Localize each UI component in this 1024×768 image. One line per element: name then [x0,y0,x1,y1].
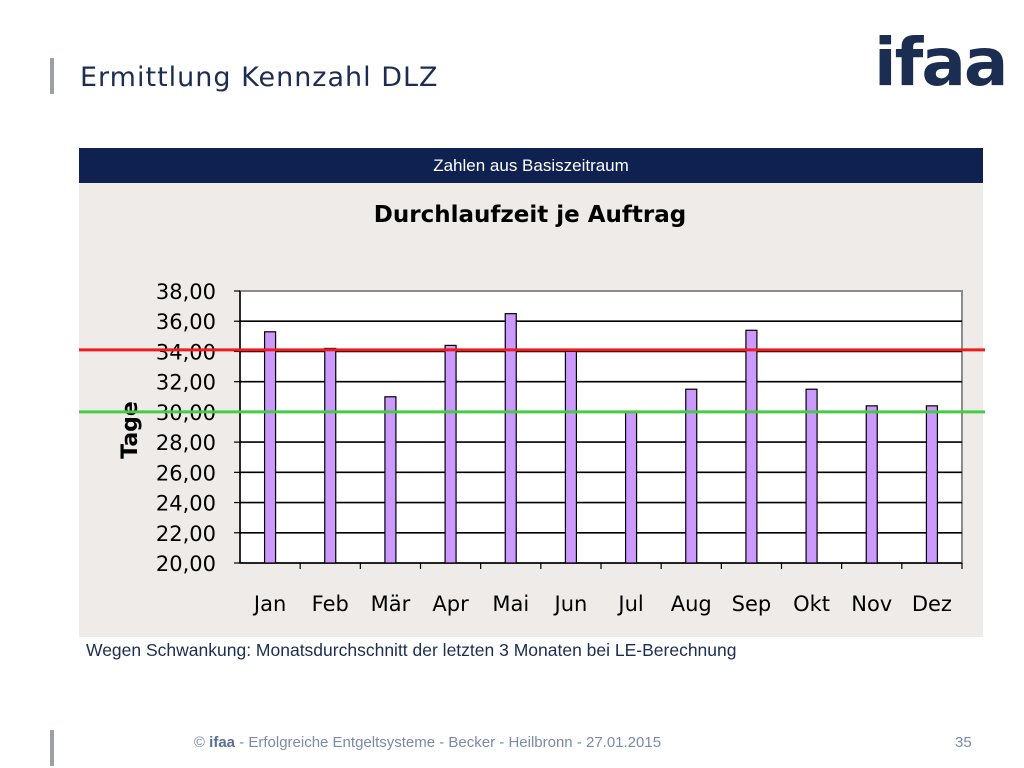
x-tick-label: Mai [492,592,529,616]
y-axis-label: Tage [118,401,143,459]
bar-aug [685,388,698,564]
footer-text: - Erfolgreiche Entgeltsysteme - Becker -… [235,734,662,751]
bar-mai [504,313,517,564]
footer-brand: ifaa [209,734,236,751]
y-tick-label: 38,00 [156,280,216,304]
bar-okt [805,388,818,564]
bar-chart: 20,0022,0024,0026,0028,0030,0032,0034,00… [79,202,985,616]
bar-jan [263,331,277,564]
bar-nov [865,405,878,564]
x-tick-label: Mär [371,592,411,616]
slide-title: Ermittlung Kennzahl DLZ [80,62,439,93]
chart-title: Durchlaufzeit je Auftrag [374,202,686,228]
footnote: Wegen Schwankung: Monatsdurchschnitt der… [86,640,737,660]
bar-jun [564,350,578,564]
bar-mär [384,396,397,564]
y-tick-label: 26,00 [156,461,216,485]
footer-copyright: © [193,734,205,751]
bar-feb [324,347,337,564]
section-banner: Zahlen aus Basiszeitraum [79,148,983,183]
bar-apr [444,344,457,564]
x-tick-label: Nov [851,592,892,616]
x-tick-label: Dez [912,592,952,616]
y-tick-label: 36,00 [156,310,216,334]
title-accent-bar [50,58,54,94]
x-tick-label: Aug [671,592,712,616]
bar-sep [745,329,758,564]
y-tick-label: 28,00 [156,431,216,455]
x-tick-label: Jan [252,592,286,616]
plot-area [239,290,963,564]
y-tick-label: 20,00 [156,552,216,576]
y-tick-label: 32,00 [156,371,216,395]
y-tick-label: 24,00 [156,492,216,516]
x-tick-label: Jun [553,592,588,616]
footer: © ifaa - Erfolgreiche Entgeltsysteme - B… [0,734,855,751]
y-tick-label: 22,00 [156,522,216,546]
x-tick-label: Sep [732,592,772,616]
banner-label: Zahlen aus Basiszeitraum [433,155,629,175]
page-number: 35 [955,734,972,751]
x-tick-label: Feb [312,592,349,616]
y-tick-label: 34,00 [156,340,216,364]
ifaa-logo: ifaa [874,24,1008,101]
bar-dez [925,405,939,564]
bar-jul [624,411,638,564]
footer-accent-bar [50,730,54,766]
x-tick-label: Jul [616,592,643,616]
x-tick-label: Okt [793,592,830,616]
x-tick-label: Apr [432,592,469,616]
